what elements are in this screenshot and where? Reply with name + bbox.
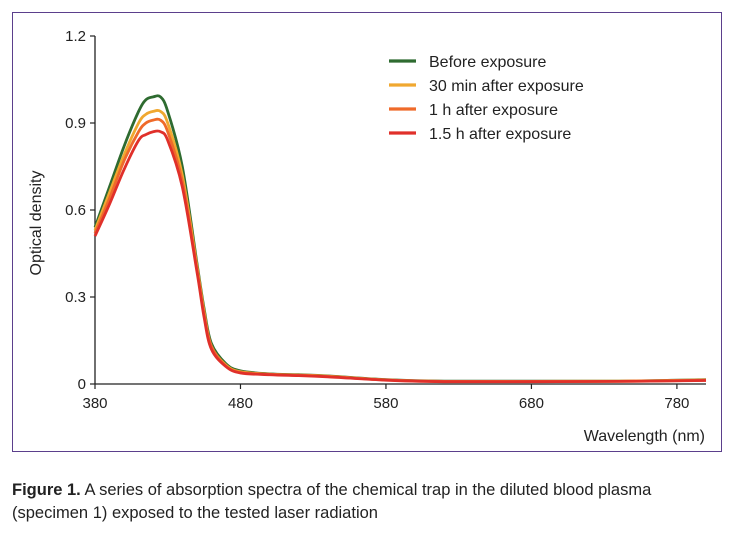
legend-label-2: 30 min after exposure (429, 78, 584, 95)
x-tick-label: 380 (82, 395, 107, 412)
series-line-2 (93, 109, 707, 383)
x-axis-title: Wavelength (nm) (584, 428, 705, 445)
axes: 0 0.3 0.6 0.9 1.2 380 480 580 680 780 (65, 28, 706, 412)
series-line-3 (93, 117, 707, 383)
legend-label-4: 1.5 h after exposure (429, 126, 571, 143)
x-tick-label: 780 (664, 395, 689, 412)
series-line-1 (93, 94, 707, 383)
legend-label-1: Before exposure (429, 54, 547, 71)
caption-label: Figure 1. (12, 481, 81, 499)
x-tick-label: 480 (228, 395, 253, 412)
legend: Before exposure 30 min after exposure 1 h … (389, 54, 584, 143)
figure-frame: 0 0.3 0.6 0.9 1.2 380 480 580 680 780 Before expo… (12, 12, 722, 452)
absorption-spectra-chart: 0 0.3 0.6 0.9 1.2 380 480 580 680 780 Before expo… (28, 28, 707, 445)
legend-label-3: 1 h after exposure (429, 102, 558, 119)
y-tick-label: 0.3 (65, 289, 86, 306)
figure-caption: Figure 1. A series of absorption spectra… (12, 479, 724, 525)
y-tick-label: 0 (78, 376, 86, 393)
x-tick-label: 680 (519, 395, 544, 412)
series-line-4 (93, 129, 707, 384)
caption-text: A series of absorption spectra of the ch… (12, 481, 652, 522)
y-tick-label: 1.2 (65, 28, 86, 45)
x-tick-label: 580 (373, 395, 398, 412)
y-tick-label: 0.9 (65, 115, 86, 132)
series-layer (93, 94, 707, 384)
y-tick-label: 0.6 (65, 202, 86, 219)
y-axis-title: Optical density (28, 171, 45, 276)
